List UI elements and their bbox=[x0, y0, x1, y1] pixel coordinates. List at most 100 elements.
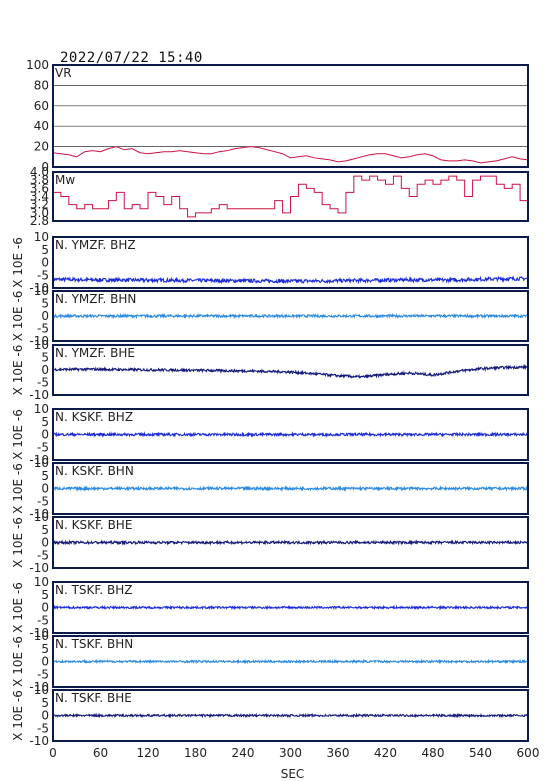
n-ymzf-bhz-unit-label: X 10E -6 bbox=[11, 237, 25, 288]
n-kskf-bhz-unit-label: X 10E -6 bbox=[11, 409, 25, 460]
n-tskf-bhn-trace bbox=[52, 658, 529, 665]
n-kskf-bhe-panel-frame bbox=[52, 516, 529, 569]
xtick-label: 360 bbox=[327, 746, 350, 760]
vr-ytick-label: 80 bbox=[34, 78, 49, 92]
n-tskf-bhn-ytick-label: 0 bbox=[41, 655, 49, 669]
n-tskf-bhn-ytick-label: 10 bbox=[34, 629, 49, 643]
n-kskf-bhz-ytick-label: 0 bbox=[41, 428, 49, 442]
n-tskf-bhn-ytick-label: 5 bbox=[41, 642, 49, 656]
n-kskf-bhn-ytick-label: 0 bbox=[41, 482, 49, 496]
xtick-label: 0 bbox=[49, 746, 57, 760]
mw-ytick-label: 3.4 bbox=[30, 190, 49, 204]
n-ymzf-bhe-series-label: N. YMZF. BHE bbox=[55, 346, 135, 360]
n-tskf-bhz-ytick-label: 5 bbox=[41, 588, 49, 602]
n-kskf-bhe-trace bbox=[52, 539, 529, 546]
n-tskf-bhz-series-label: N. TSKF. BHZ bbox=[55, 583, 133, 597]
vr-ytick-label: 100 bbox=[26, 58, 49, 72]
n-ymzf-bhe-ytick-label: -10 bbox=[29, 388, 49, 402]
header-timestamp: 2022/07/22 15:40 bbox=[60, 50, 203, 66]
mw-ytick-label: 3.0 bbox=[30, 206, 49, 220]
n-tskf-bhz-ytick-label: 0 bbox=[41, 601, 49, 615]
n-ymzf-bhn-ytick-label: 10 bbox=[34, 284, 49, 298]
n-ymzf-bhn-ytick-label: 5 bbox=[41, 297, 49, 311]
xtick-label: 300 bbox=[279, 746, 302, 760]
n-ymzf-bhz-ytick-label: -5 bbox=[37, 268, 49, 282]
n-ymzf-bhe-ytick-label: 10 bbox=[34, 338, 49, 352]
n-ymzf-bhn-ytick-label: -5 bbox=[37, 322, 49, 336]
n-kskf-bhe-ytick-label: 5 bbox=[41, 523, 49, 537]
xtick-label: 480 bbox=[422, 746, 445, 760]
n-tskf-bhe-series-label: N. TSKF. BHE bbox=[55, 691, 132, 705]
n-ymzf-bhz-trace bbox=[52, 275, 529, 285]
x-axis-label: SEC bbox=[281, 767, 305, 781]
xtick-label: 240 bbox=[232, 746, 255, 760]
n-kskf-bhn-ytick-label: 5 bbox=[41, 469, 49, 483]
n-kskf-bhz-panel-frame bbox=[52, 408, 529, 461]
n-kskf-bhn-ytick-label: -10 bbox=[29, 507, 49, 521]
n-kskf-bhn-ytick-label: 10 bbox=[34, 456, 49, 470]
n-tskf-bhe-ytick-label: 5 bbox=[41, 696, 49, 710]
n-kskf-bhn-unit-label: X 10E -6 bbox=[11, 463, 25, 514]
n-kskf-bhe-series-label: N. KSKF. BHE bbox=[55, 518, 132, 532]
vr-panel-frame bbox=[52, 64, 529, 168]
vr-ytick-label: 0 bbox=[41, 160, 49, 174]
n-ymzf-bhe-ytick-label: 0 bbox=[41, 363, 49, 377]
xtick-label: 420 bbox=[374, 746, 397, 760]
n-ymzf-bhe-ytick-label: -5 bbox=[37, 376, 49, 390]
n-kskf-bhz-ytick-label: -5 bbox=[37, 440, 49, 454]
n-tskf-bhn-unit-label: X 10E -6 bbox=[11, 636, 25, 687]
n-ymzf-bhe-ytick-label: 5 bbox=[41, 351, 49, 365]
mw-ytick-label: 2.8 bbox=[30, 214, 49, 228]
n-tskf-bhe-ytick-label: -10 bbox=[29, 734, 49, 748]
xtick-label: 120 bbox=[137, 746, 160, 760]
n-kskf-bhz-trace bbox=[52, 431, 529, 438]
n-tskf-bhz-ytick-label: -5 bbox=[37, 613, 49, 627]
vr-ytick-label: 20 bbox=[34, 140, 49, 154]
n-ymzf-bhn-panel-frame bbox=[52, 290, 529, 342]
xtick-label: 540 bbox=[469, 746, 492, 760]
n-tskf-bhz-panel-frame bbox=[52, 581, 529, 634]
n-tskf-bhn-panel-frame bbox=[52, 635, 529, 688]
n-tskf-bhz-ytick-label: -10 bbox=[29, 626, 49, 640]
n-tskf-bhz-unit-label: X 10E -6 bbox=[11, 582, 25, 633]
mw-line bbox=[53, 175, 529, 218]
n-ymzf-bhz-ytick-label: 5 bbox=[41, 243, 49, 257]
n-kskf-bhe-ytick-label: 0 bbox=[41, 536, 49, 550]
mw-ytick-label: 3.6 bbox=[30, 181, 49, 195]
n-tskf-bhn-series-label: N. TSKF. BHN bbox=[55, 637, 133, 651]
n-ymzf-bhn-ytick-label: -10 bbox=[29, 334, 49, 348]
xtick-label: 600 bbox=[517, 746, 540, 760]
vr-line bbox=[52, 146, 529, 164]
n-tskf-bhe-trace bbox=[52, 712, 529, 719]
vr-series-label: VR bbox=[55, 66, 72, 80]
mw-ytick-label: 3.2 bbox=[30, 198, 49, 212]
n-ymzf-bhe-panel-frame bbox=[52, 344, 529, 396]
n-ymzf-bhn-trace bbox=[52, 312, 529, 320]
xtick-label: 180 bbox=[184, 746, 207, 760]
n-ymzf-bhz-ytick-label: 10 bbox=[34, 230, 49, 244]
vr-ytick-label: 40 bbox=[34, 119, 49, 133]
n-tskf-bhe-ytick-label: 0 bbox=[41, 709, 49, 723]
n-ymzf-bhz-panel-frame bbox=[52, 236, 529, 289]
n-kskf-bhz-series-label: N. KSKF. BHZ bbox=[55, 410, 133, 424]
n-tskf-bhe-ytick-label: 10 bbox=[34, 683, 49, 697]
n-ymzf-bhn-unit-label: X 10E -6 bbox=[11, 291, 25, 342]
n-tskf-bhe-unit-label: X 10E -6 bbox=[11, 690, 25, 741]
n-ymzf-bhe-unit-label: X 10E -6 bbox=[11, 345, 25, 396]
n-kskf-bhe-ytick-label: -10 bbox=[29, 561, 49, 575]
n-tskf-bhn-ytick-label: -10 bbox=[29, 680, 49, 694]
xtick-label: 60 bbox=[93, 746, 108, 760]
n-kskf-bhe-unit-label: X 10E -6 bbox=[11, 517, 25, 568]
n-ymzf-bhz-ytick-label: 0 bbox=[41, 256, 49, 270]
mw-panel-frame bbox=[52, 171, 529, 222]
mw-series-label: Mw bbox=[55, 173, 75, 187]
n-tskf-bhe-panel-frame bbox=[52, 689, 529, 742]
n-tskf-bhz-trace bbox=[52, 604, 529, 611]
n-ymzf-bhz-ytick-label: -10 bbox=[29, 281, 49, 295]
n-kskf-bhz-ytick-label: 5 bbox=[41, 415, 49, 429]
n-tskf-bhn-ytick-label: -5 bbox=[37, 667, 49, 681]
n-tskf-bhe-ytick-label: -5 bbox=[37, 721, 49, 735]
vr-ytick-label: 60 bbox=[34, 99, 49, 113]
n-tskf-bhz-ytick-label: 10 bbox=[34, 575, 49, 589]
n-kskf-bhz-ytick-label: 10 bbox=[34, 402, 49, 416]
